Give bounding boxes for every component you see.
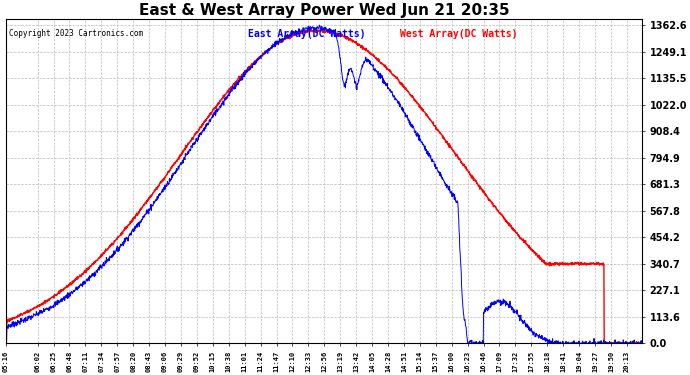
Text: Copyright 2023 Cartronics.com: Copyright 2023 Cartronics.com: [9, 28, 143, 38]
Text: West Array(DC Watts): West Array(DC Watts): [400, 28, 518, 39]
Title: East & West Array Power Wed Jun 21 20:35: East & West Array Power Wed Jun 21 20:35: [139, 3, 509, 18]
Text: East Array(DC Watts): East Array(DC Watts): [248, 28, 365, 39]
